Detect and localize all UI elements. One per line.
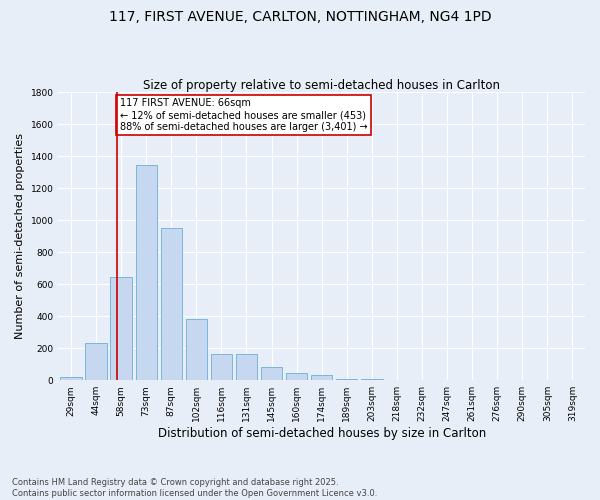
Title: Size of property relative to semi-detached houses in Carlton: Size of property relative to semi-detach… [143, 79, 500, 92]
Y-axis label: Number of semi-detached properties: Number of semi-detached properties [15, 133, 25, 339]
Text: 117 FIRST AVENUE: 66sqm
← 12% of semi-detached houses are smaller (453)
88% of s: 117 FIRST AVENUE: 66sqm ← 12% of semi-de… [120, 98, 367, 132]
Bar [261, 368, 282, 380]
Text: 117, FIRST AVENUE, CARLTON, NOTTINGHAM, NG4 1PD: 117, FIRST AVENUE, CARLTON, NOTTINGHAM, … [109, 10, 491, 24]
Bar [161, 228, 182, 380]
Bar [211, 354, 232, 380]
X-axis label: Distribution of semi-detached houses by size in Carlton: Distribution of semi-detached houses by … [158, 427, 486, 440]
Bar [185, 318, 207, 380]
Bar [236, 354, 257, 380]
Text: Contains HM Land Registry data © Crown copyright and database right 2025.
Contai: Contains HM Land Registry data © Crown c… [12, 478, 377, 498]
Bar [60, 377, 82, 380]
Bar [286, 373, 307, 380]
Bar [336, 378, 358, 380]
Bar [110, 277, 132, 380]
Bar [136, 165, 157, 380]
Bar [85, 344, 107, 380]
Bar [311, 376, 332, 380]
